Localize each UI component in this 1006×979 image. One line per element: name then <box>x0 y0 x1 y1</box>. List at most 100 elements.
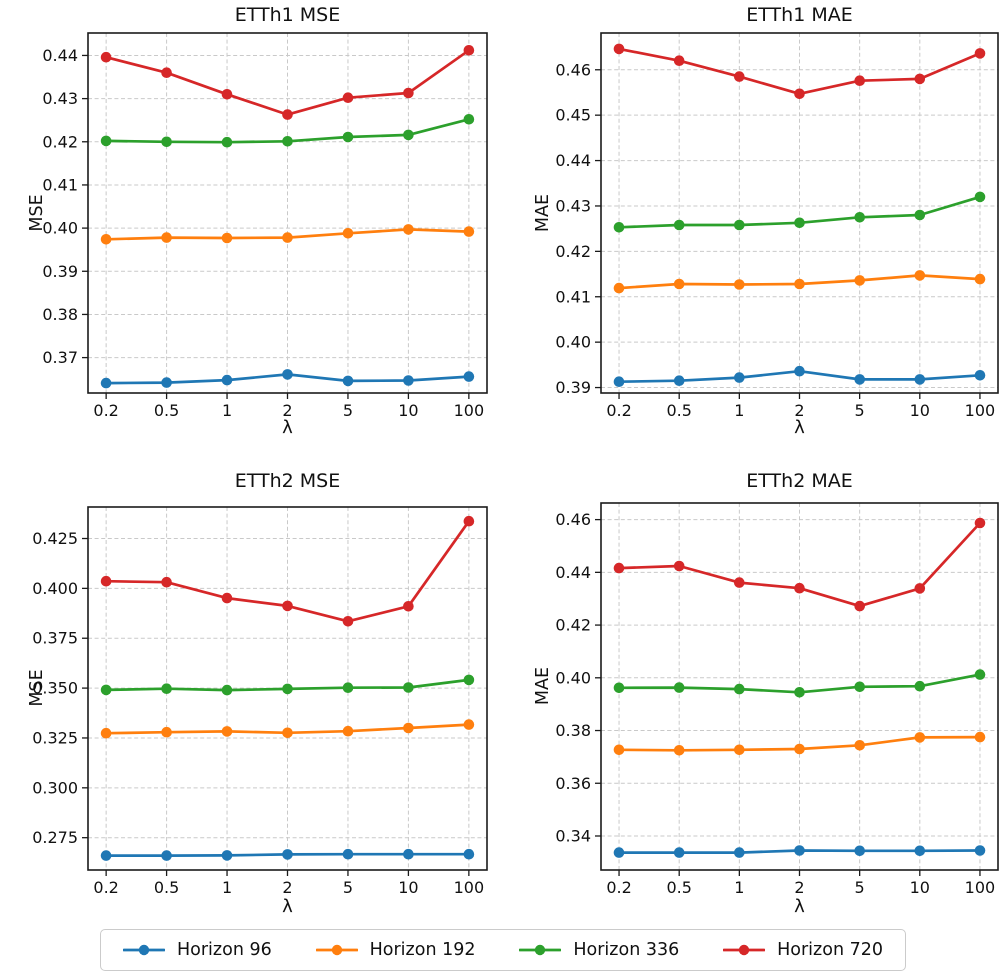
x-tick-label: 5 <box>855 401 865 420</box>
y-tick-label: 0.425 <box>32 529 78 548</box>
data-point-horizon-336 <box>161 683 172 694</box>
y-tick-label: 0.46 <box>555 60 591 79</box>
x-tick-label: 2 <box>794 401 804 420</box>
data-point-horizon-96 <box>673 375 685 387</box>
y-tick-label: 0.40 <box>555 668 591 687</box>
data-point-horizon-96 <box>613 847 625 858</box>
data-point-horizon-96 <box>403 848 414 860</box>
data-point-horizon-192 <box>854 740 865 751</box>
data-point-horizon-336 <box>463 114 475 125</box>
chart-title: ETTh1 MAE <box>746 4 853 26</box>
data-point-horizon-192 <box>221 726 233 737</box>
data-point-horizon-336 <box>613 222 625 233</box>
chart-title: ETTh2 MAE <box>746 470 853 492</box>
data-point-horizon-336 <box>100 684 112 696</box>
data-point-horizon-192 <box>914 732 926 743</box>
data-point-horizon-192 <box>673 745 685 756</box>
plot-border <box>600 502 999 871</box>
x-tick-label: 0.2 <box>93 878 118 897</box>
x-tick-label: 2 <box>794 878 804 897</box>
data-point-horizon-192 <box>854 275 865 286</box>
x-tick-label: 1 <box>222 401 232 420</box>
data-point-horizon-336 <box>342 682 354 693</box>
data-point-horizon-96 <box>734 372 745 383</box>
data-point-horizon-336 <box>282 136 293 147</box>
data-point-horizon-336 <box>282 683 293 695</box>
x-tick-label: 1 <box>734 401 744 420</box>
x-tick-label: 0.5 <box>666 878 691 897</box>
data-point-horizon-720 <box>673 55 685 66</box>
data-point-horizon-96 <box>161 850 172 861</box>
y-tick-label: 0.42 <box>42 132 78 151</box>
x-tick-label: 100 <box>454 878 485 897</box>
data-point-horizon-96 <box>282 849 293 860</box>
x-tick-label: 10 <box>398 401 418 420</box>
data-point-horizon-336 <box>673 219 685 231</box>
x-axis-label: λ <box>282 896 293 917</box>
plot-area: 0.2 0.5 1 2 5 10 100 0.275 0.300 0.325 0.350 0.375 0… <box>32 506 488 897</box>
legend-line-marker-icon <box>315 944 358 956</box>
legend-item-horizon-336: Horizon 336 <box>519 940 679 960</box>
data-point-horizon-336 <box>403 682 414 693</box>
legend-label: Horizon 336 <box>573 940 680 960</box>
data-point-horizon-720 <box>974 517 986 529</box>
y-tick-label: 0.300 <box>32 778 78 797</box>
x-tick-label: 0.5 <box>154 401 179 420</box>
data-point-horizon-720 <box>282 600 293 612</box>
subplot-etth2-mae: ETTh2 MAE MAE 0.2 0.5 1 2 5 10 100 0.34 0.36 0.38… <box>503 460 1006 930</box>
plot-border <box>600 32 999 394</box>
y-tick-label: 0.44 <box>42 46 78 65</box>
data-point-horizon-336 <box>854 681 865 693</box>
y-tick-label: 0.36 <box>555 774 591 793</box>
data-point-horizon-336 <box>221 684 233 696</box>
data-point-horizon-192 <box>221 232 233 244</box>
x-tick-label: 0.5 <box>666 401 691 420</box>
data-point-horizon-720 <box>463 45 475 56</box>
data-point-horizon-336 <box>854 212 865 223</box>
data-point-horizon-96 <box>463 371 475 382</box>
plot-area: 0.2 0.5 1 2 5 10 100 0.34 0.36 0.38 0.40 0.42 0.44 0.… <box>555 502 999 897</box>
data-point-horizon-192 <box>463 226 475 237</box>
data-point-horizon-96 <box>974 370 986 381</box>
data-point-horizon-720 <box>914 73 926 85</box>
y-tick-label: 0.34 <box>555 826 591 845</box>
chart-title: ETTh1 MSE <box>234 4 341 26</box>
data-point-horizon-96 <box>914 374 926 385</box>
data-point-horizon-96 <box>342 848 354 860</box>
data-point-horizon-336 <box>673 682 685 693</box>
x-tick-label: 1 <box>734 878 744 897</box>
data-point-horizon-192 <box>342 725 354 737</box>
data-point-horizon-336 <box>221 136 233 148</box>
data-point-horizon-96 <box>914 845 926 857</box>
data-point-horizon-336 <box>403 129 414 141</box>
plot-border <box>87 32 488 394</box>
data-point-horizon-192 <box>100 727 112 739</box>
data-point-horizon-720 <box>974 48 986 59</box>
data-point-horizon-192 <box>794 743 805 755</box>
legend: Horizon 96 Horizon 192 Horizon 336 Horizon … <box>100 929 906 971</box>
y-tick-label: 0.375 <box>32 629 78 648</box>
data-point-horizon-720 <box>854 75 865 86</box>
data-point-horizon-720 <box>100 575 112 587</box>
y-tick-label: 0.42 <box>555 242 591 261</box>
data-point-horizon-192 <box>282 727 293 739</box>
y-tick-label: 0.41 <box>42 175 78 194</box>
data-point-horizon-336 <box>100 135 112 147</box>
legend-label: Horizon 96 <box>177 940 272 960</box>
y-tick-label: 0.37 <box>42 348 78 367</box>
data-point-horizon-192 <box>794 278 805 290</box>
data-point-horizon-336 <box>613 682 625 694</box>
data-point-horizon-336 <box>794 687 805 698</box>
data-point-horizon-96 <box>100 850 112 861</box>
data-point-horizon-192 <box>403 224 414 235</box>
x-axis-label: λ <box>282 417 293 438</box>
x-tick-label: 10 <box>398 878 418 897</box>
data-point-horizon-720 <box>854 600 865 612</box>
data-point-horizon-96 <box>342 375 354 387</box>
x-tick-label: 5 <box>855 878 865 897</box>
y-tick-label: 0.46 <box>555 510 591 529</box>
y-tick-label: 0.41 <box>555 287 591 306</box>
data-point-horizon-96 <box>221 374 233 386</box>
legend-line-marker-icon <box>723 944 766 956</box>
subplot-etth1-mae: ETTh1 MAE MAE 0.2 0.5 1 2 5 10 100 0.39 0.40 0.41… <box>503 0 1006 460</box>
